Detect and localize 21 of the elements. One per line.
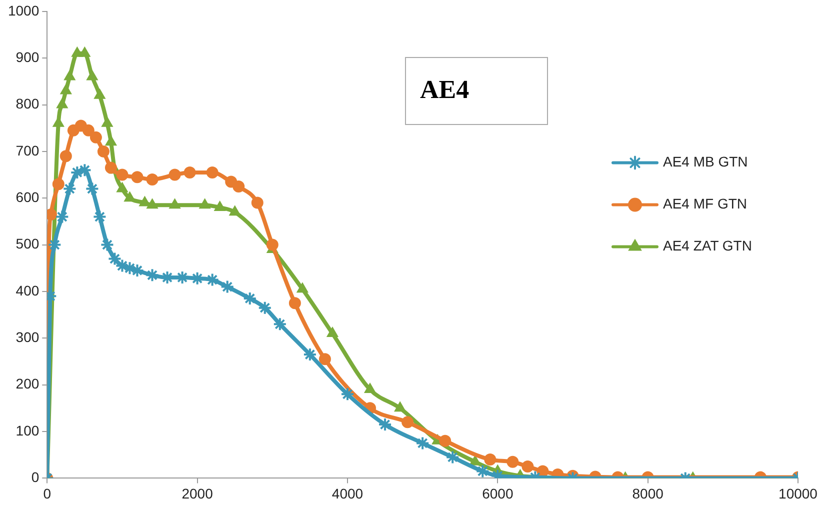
x-tick-label: 8000 <box>632 485 664 502</box>
y-tick-label: 600 <box>16 188 40 205</box>
x-tick-label: 10000 <box>778 485 818 502</box>
x-tick-label: 0 <box>43 485 52 502</box>
legend-label: AE4 ZAT GTN <box>663 238 752 254</box>
y-tick-label: 100 <box>16 422 40 438</box>
x-tick-label: 6000 <box>482 485 514 502</box>
text: AE4 <box>420 74 470 106</box>
y-tick-label: 800 <box>16 96 40 112</box>
x-tick-label: 4000 <box>332 485 364 502</box>
y-tick-label: 900 <box>16 48 40 65</box>
legend-label: AE4 MF GTN <box>663 196 748 212</box>
y-tick-label: 1000 <box>8 2 40 18</box>
y-tick-label: 200 <box>16 376 40 392</box>
y-tick-label: 400 <box>16 282 40 298</box>
y-tick-label: 300 <box>16 329 40 346</box>
y-tick-label: 500 <box>16 236 40 252</box>
y-tick-label: 0 <box>31 469 40 486</box>
y-tick-label: 700 <box>16 142 40 158</box>
legend-label: AE4 MB GTN <box>663 154 748 170</box>
x-tick-label: 2000 <box>182 485 214 502</box>
